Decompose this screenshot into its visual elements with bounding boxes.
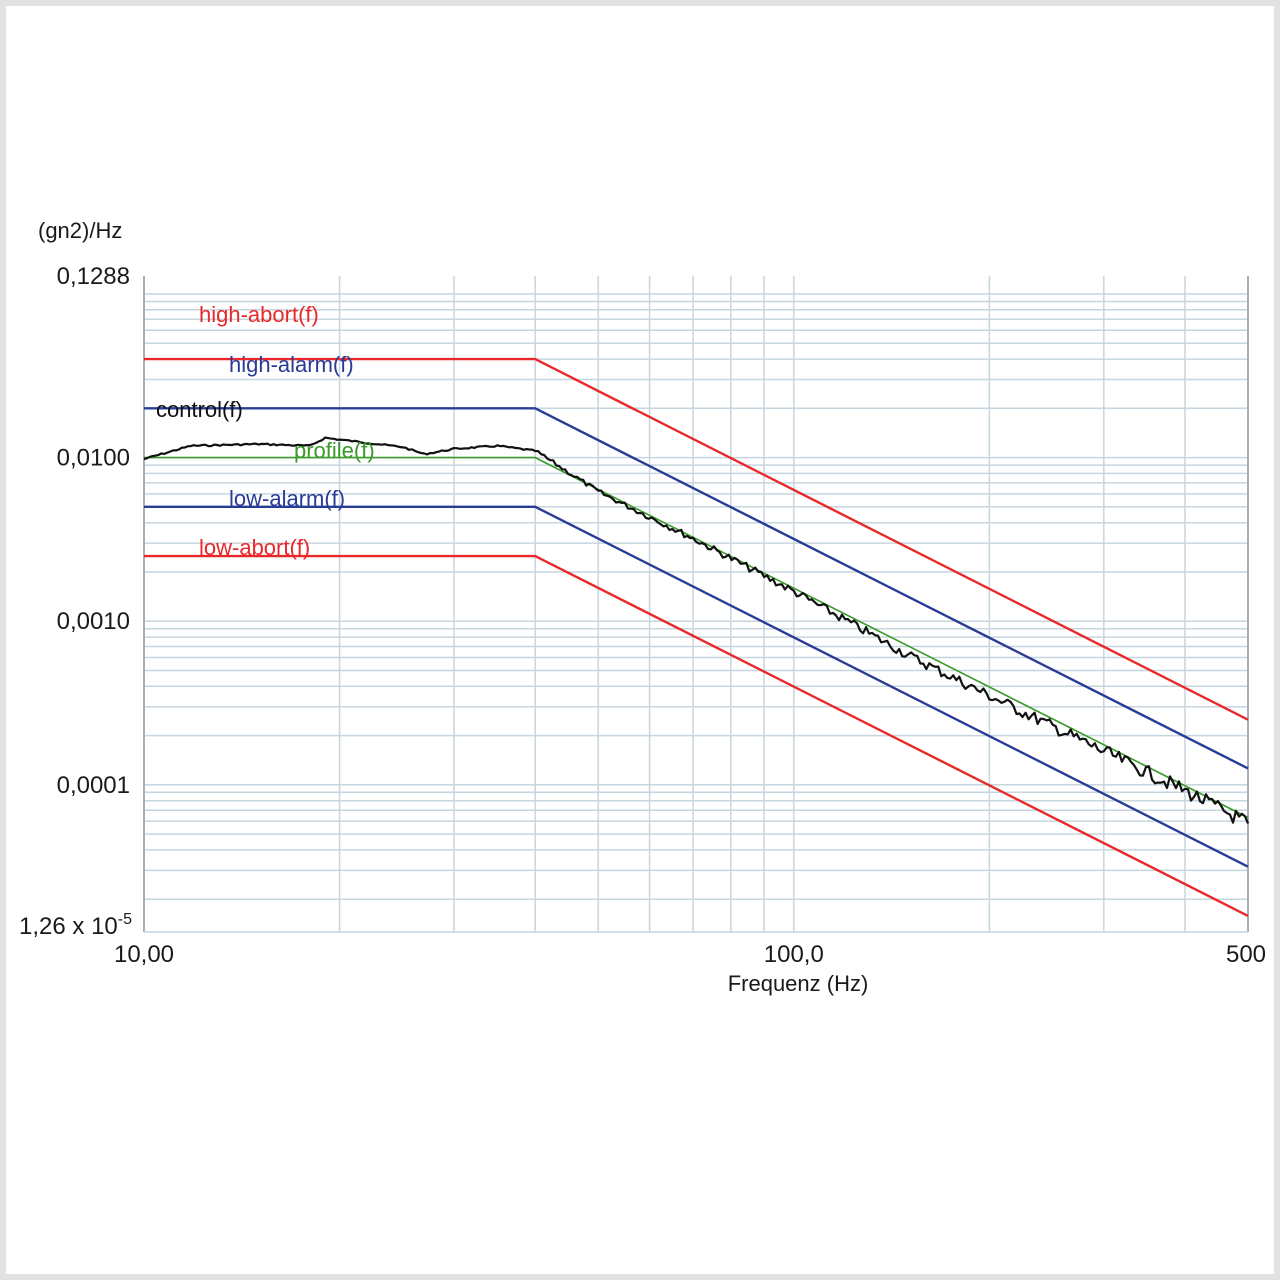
series-line-high-abort xyxy=(144,357,1249,721)
x-tick-label: 100,0 xyxy=(764,941,824,968)
series-line-low-alarm xyxy=(144,505,1249,868)
series-labels: high-abort(f) high-alarm(f) profile(f) cont… xyxy=(156,302,375,560)
series-line-high-alarm xyxy=(144,407,1249,770)
chart-frame: high-abort(f) high-alarm(f) profile(f) cont… xyxy=(6,6,1274,1274)
y-axis-label: (gn2)/Hz xyxy=(38,218,122,243)
series-label-high-alarm: high-alarm(f) xyxy=(229,352,354,377)
series-label-low-alarm: low-alarm(f) xyxy=(229,486,345,511)
series-line-profile xyxy=(144,456,1249,819)
series-line-low-abort xyxy=(144,554,1249,917)
x-axis-label: Frequenz (Hz) xyxy=(728,971,869,996)
x-tick-label: 500 xyxy=(1226,941,1266,968)
y-tick-label: 0,1288 xyxy=(57,263,130,290)
series-label-high-abort: high-abort(f) xyxy=(199,302,319,327)
psd-chart: high-abort(f) high-alarm(f) profile(f) cont… xyxy=(19,218,1266,996)
y-tick-label: 1,26 x 10-5 xyxy=(19,911,132,940)
series-line-control xyxy=(143,436,1250,824)
tick-labels: 0,1288 0,0100 0,0010 0,0001 1,26 x 10-510,00… xyxy=(19,263,1266,968)
series-label-low-abort: low-abort(f) xyxy=(199,535,310,560)
series-label-control: control(f) xyxy=(156,397,243,422)
series-lines xyxy=(143,357,1250,917)
y-tick-label: 0,0100 xyxy=(57,445,130,472)
y-tick-label: 0,0001 xyxy=(57,772,130,799)
x-tick-label: 10,00 xyxy=(114,941,174,968)
series-label-profile: profile(f) xyxy=(294,438,375,463)
y-tick-label: 0,0010 xyxy=(57,608,130,635)
